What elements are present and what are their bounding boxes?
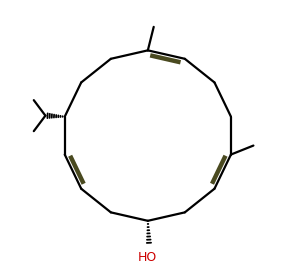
Text: HO: HO bbox=[138, 251, 157, 264]
